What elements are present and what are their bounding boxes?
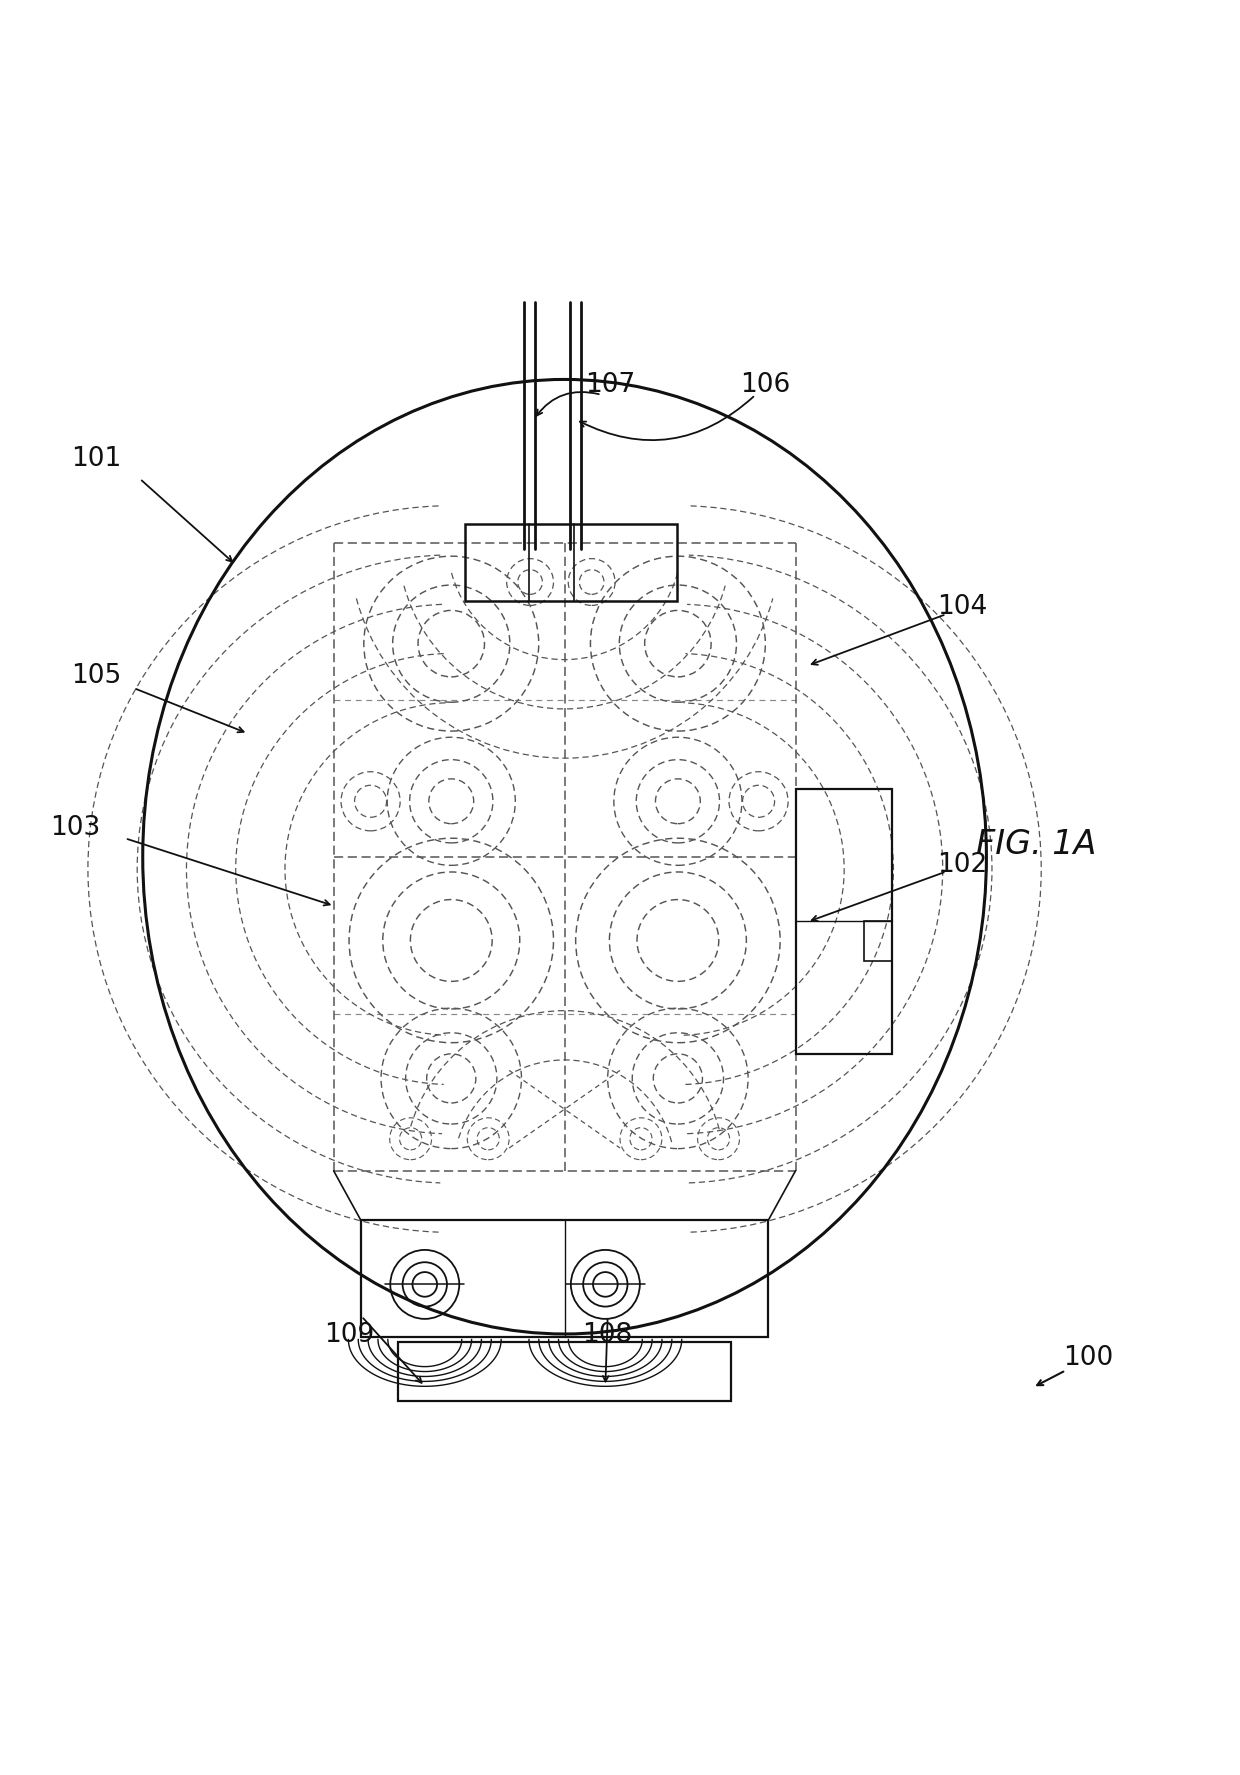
Text: FIG. 1A: FIG. 1A (976, 827, 1096, 861)
Text: 101: 101 (72, 446, 122, 472)
Text: 107: 107 (585, 373, 635, 398)
Text: 106: 106 (740, 373, 790, 398)
Bar (864, 921, 892, 960)
Text: 102: 102 (937, 852, 987, 879)
Bar (398, 1342, 732, 1400)
Text: 100: 100 (1063, 1345, 1114, 1370)
Text: 108: 108 (583, 1322, 632, 1347)
Text: 109: 109 (324, 1322, 374, 1347)
Text: 104: 104 (937, 593, 987, 619)
Text: 103: 103 (51, 815, 100, 841)
Text: 105: 105 (72, 662, 122, 689)
Bar (465, 524, 677, 600)
Bar (361, 1219, 769, 1337)
Bar (796, 788, 892, 1054)
